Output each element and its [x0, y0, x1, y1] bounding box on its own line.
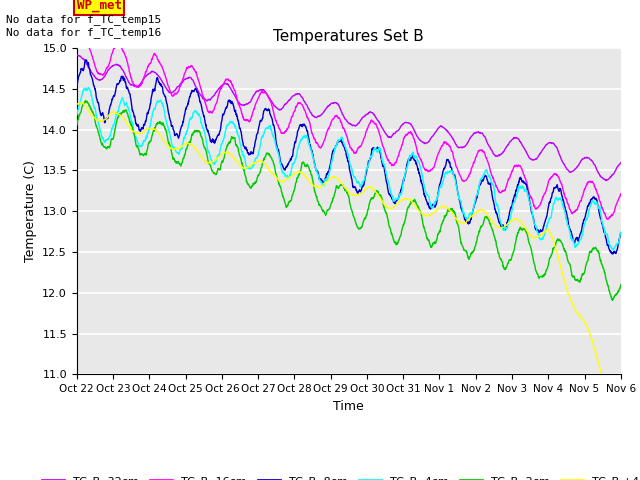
Legend: TC_B -32cm, TC_B -16cm, TC_B -8cm, TC_B -4cm, TC_B -2cm, TC_B +4cm: TC_B -32cm, TC_B -16cm, TC_B -8cm, TC_B … — [37, 471, 640, 480]
X-axis label: Time: Time — [333, 400, 364, 413]
Title: Temperatures Set B: Temperatures Set B — [273, 29, 424, 44]
Text: No data for f_TC_temp15
No data for f_TC_temp16: No data for f_TC_temp15 No data for f_TC… — [6, 14, 162, 38]
Text: WP_met: WP_met — [77, 0, 122, 12]
Y-axis label: Temperature (C): Temperature (C) — [24, 160, 36, 262]
